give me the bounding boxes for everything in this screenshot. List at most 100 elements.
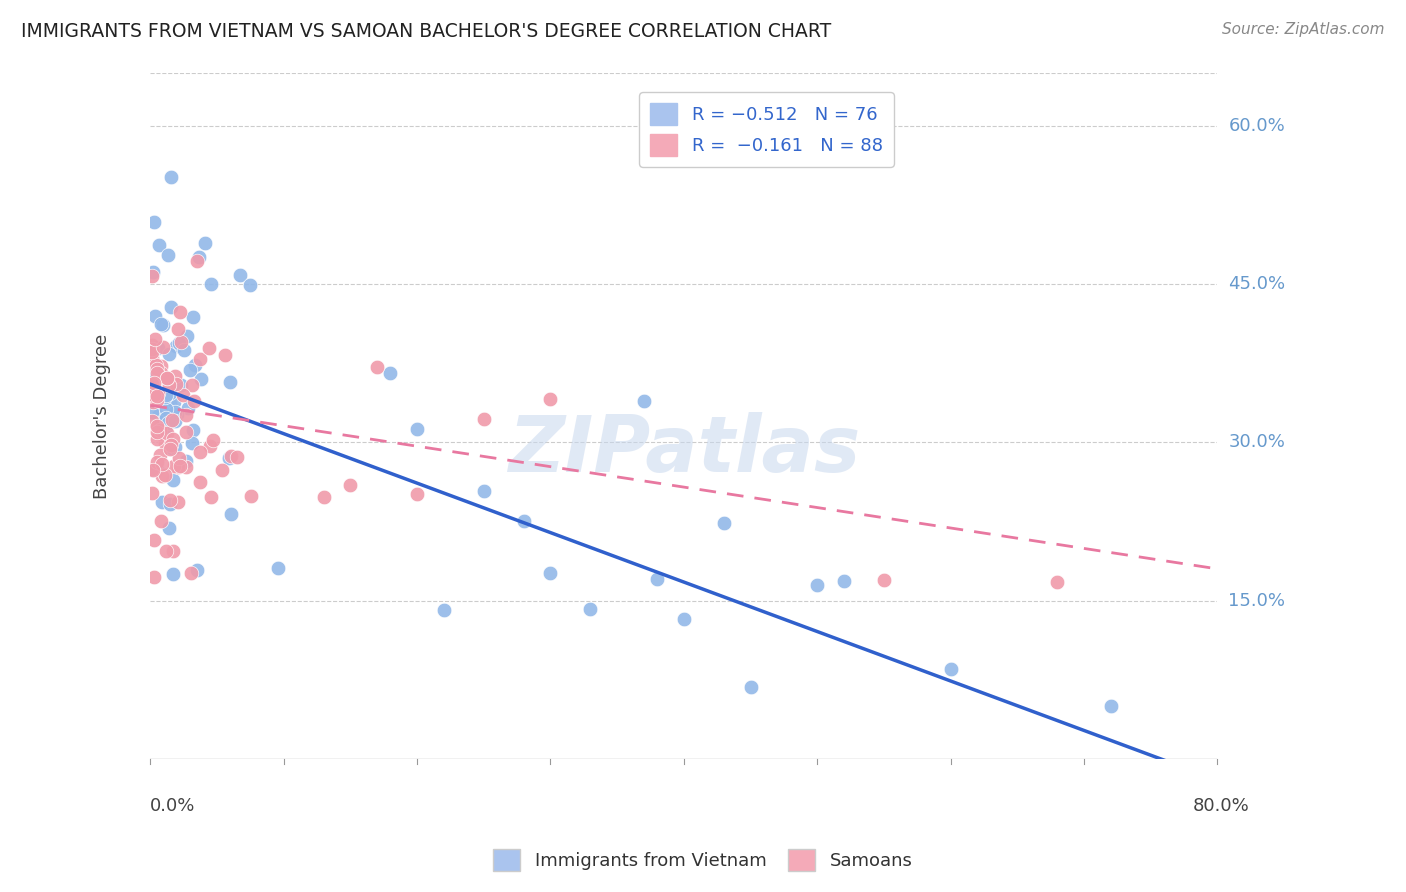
Point (159, 492, 181, 507)
Point (472, 483, 495, 498)
Point (194, 235, 217, 250)
Point (713, 516, 735, 530)
Point (143, 388, 166, 402)
Point (165, 376, 187, 391)
Point (188, 352, 211, 367)
Point (198, 342, 221, 356)
Point (142, 376, 165, 390)
Point (146, 462, 169, 476)
Point (540, 392, 562, 406)
Point (155, 401, 177, 416)
Point (186, 253, 208, 268)
Point (142, 368, 165, 383)
Point (873, 573, 896, 587)
Point (181, 310, 204, 325)
Point (162, 433, 184, 447)
Text: 80.0%: 80.0% (1192, 797, 1250, 814)
Point (380, 366, 402, 380)
Point (162, 473, 184, 487)
Point (174, 425, 197, 440)
Point (150, 366, 173, 380)
Point (228, 268, 250, 282)
Point (162, 544, 184, 558)
Point (201, 433, 224, 447)
Point (219, 507, 242, 521)
Point (174, 454, 197, 468)
Point (366, 359, 388, 374)
Point (218, 451, 240, 466)
Point (146, 393, 169, 408)
Point (141, 269, 163, 284)
Point (181, 378, 204, 392)
Point (141, 486, 163, 500)
Point (145, 332, 167, 346)
Point (145, 418, 167, 433)
Point (179, 363, 201, 377)
Point (266, 560, 288, 574)
Point (219, 376, 242, 390)
Point (166, 407, 188, 421)
Point (142, 463, 165, 477)
Point (159, 385, 181, 400)
Point (146, 432, 169, 446)
Point (152, 340, 174, 354)
Point (142, 533, 165, 548)
Point (806, 578, 828, 592)
Point (633, 394, 655, 409)
Point (170, 334, 193, 349)
Point (169, 304, 191, 318)
Point (143, 309, 166, 323)
Legend: Immigrants from Vietnam, Samoans: Immigrants from Vietnam, Samoans (486, 842, 920, 879)
Point (166, 459, 188, 474)
Text: ZIPatlas: ZIPatlas (508, 412, 860, 488)
Text: IMMIGRANTS FROM VIETNAM VS SAMOAN BACHELOR'S DEGREE CORRELATION CHART: IMMIGRANTS FROM VIETNAM VS SAMOAN BACHEL… (21, 22, 831, 41)
Point (167, 450, 190, 465)
Text: 45.0%: 45.0% (1229, 275, 1285, 293)
Point (149, 423, 172, 437)
Point (141, 363, 163, 377)
Point (239, 277, 262, 292)
Point (672, 612, 695, 626)
Point (832, 574, 855, 588)
Point (180, 436, 202, 450)
Point (141, 414, 163, 428)
Point (141, 345, 163, 359)
Point (163, 441, 186, 455)
Point (433, 603, 456, 617)
Point (159, 442, 181, 456)
Point (200, 439, 222, 453)
Point (159, 438, 181, 452)
Point (153, 390, 176, 404)
Point (148, 427, 170, 442)
Point (221, 449, 243, 463)
Point (176, 408, 198, 422)
Text: Bachelor's Degree: Bachelor's Degree (93, 334, 111, 499)
Point (240, 489, 263, 503)
Point (141, 461, 163, 475)
Point (188, 475, 211, 489)
Point (155, 371, 177, 385)
Point (184, 359, 207, 373)
Point (162, 394, 184, 409)
Point (166, 322, 188, 336)
Point (211, 462, 233, 476)
Point (339, 477, 361, 491)
Text: 0.0%: 0.0% (150, 797, 195, 814)
Point (160, 413, 183, 427)
Point (142, 215, 165, 229)
Point (159, 497, 181, 511)
Point (150, 514, 173, 528)
Point (183, 393, 205, 408)
Legend: R = −0.512   N = 76, R =  −0.161   N = 88: R = −0.512 N = 76, R = −0.161 N = 88 (640, 92, 894, 167)
Point (225, 450, 247, 465)
Point (146, 366, 169, 380)
Point (190, 372, 212, 386)
Point (156, 425, 179, 440)
Point (174, 459, 197, 474)
Point (141, 377, 163, 392)
Point (165, 339, 187, 353)
Point (172, 388, 194, 402)
Point (159, 397, 181, 411)
Point (142, 462, 165, 476)
Point (163, 368, 186, 383)
